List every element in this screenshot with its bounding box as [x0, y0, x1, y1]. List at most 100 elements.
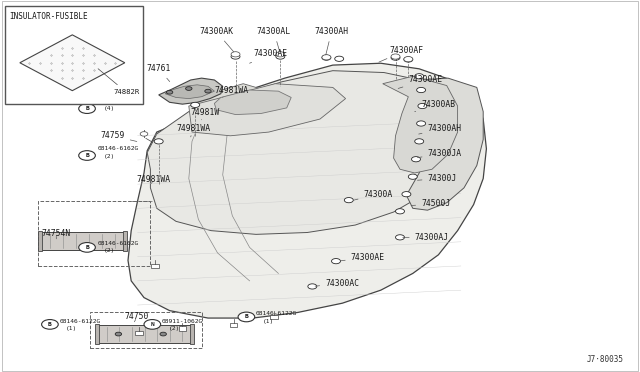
- Circle shape: [140, 132, 148, 136]
- Polygon shape: [128, 63, 486, 318]
- Circle shape: [276, 52, 285, 57]
- Text: 74981WA: 74981WA: [214, 86, 248, 97]
- Text: 08146-6162G: 08146-6162G: [97, 241, 138, 246]
- Circle shape: [186, 87, 192, 90]
- Circle shape: [238, 312, 255, 322]
- Text: 74761: 74761: [147, 64, 171, 81]
- Text: 74300AF: 74300AF: [379, 46, 423, 62]
- Bar: [190, 324, 194, 344]
- Bar: [151, 264, 159, 268]
- Circle shape: [408, 174, 417, 179]
- Circle shape: [396, 209, 404, 214]
- Circle shape: [144, 320, 161, 329]
- Text: B: B: [48, 322, 52, 327]
- Circle shape: [415, 139, 424, 144]
- Text: (2): (2): [104, 154, 115, 159]
- Circle shape: [335, 56, 344, 61]
- Text: B: B: [85, 153, 89, 158]
- Circle shape: [404, 57, 413, 62]
- Polygon shape: [159, 78, 223, 104]
- Text: 74754N: 74754N: [42, 229, 71, 239]
- Circle shape: [418, 103, 427, 109]
- Bar: [97, 325, 192, 343]
- Bar: [5, 6, 143, 104]
- Text: 74750: 74750: [125, 312, 149, 322]
- Text: 74300AL: 74300AL: [257, 27, 291, 51]
- Circle shape: [205, 89, 211, 93]
- Polygon shape: [147, 71, 461, 234]
- Text: (2): (2): [104, 248, 115, 253]
- Circle shape: [322, 55, 331, 60]
- Circle shape: [154, 139, 163, 144]
- Polygon shape: [192, 84, 269, 113]
- Circle shape: [344, 198, 353, 203]
- Circle shape: [332, 259, 340, 264]
- Circle shape: [79, 151, 95, 160]
- Circle shape: [404, 57, 413, 62]
- Circle shape: [308, 284, 317, 289]
- Circle shape: [402, 192, 411, 197]
- Text: 74300J: 74300J: [417, 174, 457, 183]
- Text: 74882R: 74882R: [98, 69, 140, 95]
- Bar: [179, 326, 186, 331]
- Bar: [270, 315, 278, 319]
- Circle shape: [412, 157, 420, 162]
- Text: B: B: [85, 245, 89, 250]
- Bar: [40, 232, 125, 250]
- Polygon shape: [383, 76, 458, 173]
- Text: 74500J: 74500J: [411, 199, 451, 208]
- Text: 74981WA: 74981WA: [176, 124, 210, 137]
- Polygon shape: [406, 78, 483, 210]
- Polygon shape: [214, 90, 291, 115]
- Circle shape: [417, 87, 426, 93]
- Text: 08146-6162G: 08146-6162G: [97, 99, 138, 104]
- Text: 74300AJ: 74300AJ: [403, 233, 449, 242]
- Text: (2): (2): [168, 326, 180, 331]
- Circle shape: [79, 243, 95, 252]
- Bar: [38, 201, 150, 266]
- Polygon shape: [189, 84, 346, 136]
- Circle shape: [391, 55, 400, 60]
- Text: (1): (1): [66, 326, 77, 331]
- Text: 74300JA: 74300JA: [417, 149, 461, 158]
- Text: (1): (1): [262, 319, 274, 324]
- Text: J7·80035: J7·80035: [587, 355, 624, 364]
- Polygon shape: [165, 85, 214, 99]
- Circle shape: [415, 74, 424, 79]
- Text: 74300AH: 74300AH: [314, 27, 349, 55]
- Circle shape: [160, 332, 166, 336]
- Circle shape: [322, 55, 331, 60]
- Circle shape: [417, 121, 426, 126]
- Text: 74300AE: 74300AE: [340, 253, 385, 262]
- Text: 08146-6162G: 08146-6162G: [97, 146, 138, 151]
- Text: 74300AH: 74300AH: [419, 124, 461, 134]
- Text: INSULATOR-FUSIBLE: INSULATOR-FUSIBLE: [10, 12, 88, 21]
- Circle shape: [231, 54, 240, 59]
- Circle shape: [115, 332, 122, 336]
- Circle shape: [396, 235, 404, 240]
- Text: 74300AE: 74300AE: [250, 49, 287, 63]
- Text: (4): (4): [104, 106, 115, 111]
- Bar: [135, 331, 143, 335]
- Text: 08146-6122G: 08146-6122G: [256, 311, 297, 317]
- Circle shape: [391, 54, 400, 59]
- Bar: [95, 324, 99, 344]
- Text: B: B: [85, 106, 89, 111]
- Circle shape: [276, 54, 285, 59]
- Text: 08146-6122G: 08146-6122G: [60, 319, 100, 324]
- Text: 74981W: 74981W: [191, 108, 220, 120]
- Bar: [38, 231, 42, 251]
- Circle shape: [42, 320, 58, 329]
- Text: 74300AE: 74300AE: [398, 76, 442, 89]
- Bar: [230, 323, 237, 327]
- Polygon shape: [20, 35, 125, 91]
- Bar: [123, 231, 127, 251]
- Text: 74759: 74759: [100, 131, 137, 141]
- Text: 08911-1062G: 08911-1062G: [162, 319, 203, 324]
- Text: 74300AB: 74300AB: [415, 100, 455, 112]
- Text: 74300AC: 74300AC: [315, 279, 359, 288]
- Circle shape: [231, 52, 240, 57]
- Text: N: N: [150, 322, 154, 327]
- Text: 74300A: 74300A: [353, 190, 393, 200]
- Text: B: B: [244, 314, 248, 320]
